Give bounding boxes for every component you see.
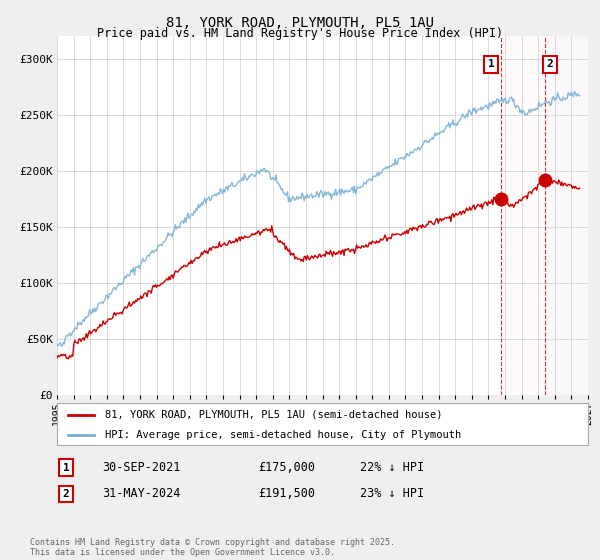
Text: 81, YORK ROAD, PLYMOUTH, PL5 1AU (semi-detached house): 81, YORK ROAD, PLYMOUTH, PL5 1AU (semi-d… [105, 410, 442, 420]
Text: £175,000: £175,000 [258, 461, 315, 474]
Text: 23% ↓ HPI: 23% ↓ HPI [360, 487, 424, 501]
Text: 81, YORK ROAD, PLYMOUTH, PL5 1AU: 81, YORK ROAD, PLYMOUTH, PL5 1AU [166, 16, 434, 30]
Text: 31-MAY-2024: 31-MAY-2024 [102, 487, 181, 501]
Text: 2: 2 [62, 489, 70, 499]
Text: Contains HM Land Registry data © Crown copyright and database right 2025.
This d: Contains HM Land Registry data © Crown c… [30, 538, 395, 557]
Text: 1: 1 [62, 463, 70, 473]
Text: 30-SEP-2021: 30-SEP-2021 [102, 461, 181, 474]
Text: 1: 1 [488, 59, 494, 69]
Text: HPI: Average price, semi-detached house, City of Plymouth: HPI: Average price, semi-detached house,… [105, 430, 461, 440]
Text: 22% ↓ HPI: 22% ↓ HPI [360, 461, 424, 474]
Text: Price paid vs. HM Land Registry's House Price Index (HPI): Price paid vs. HM Land Registry's House … [97, 27, 503, 40]
Text: 2: 2 [547, 59, 554, 69]
Bar [545, 36, 588, 395]
Bar [501, 36, 588, 395]
Text: £191,500: £191,500 [258, 487, 315, 501]
